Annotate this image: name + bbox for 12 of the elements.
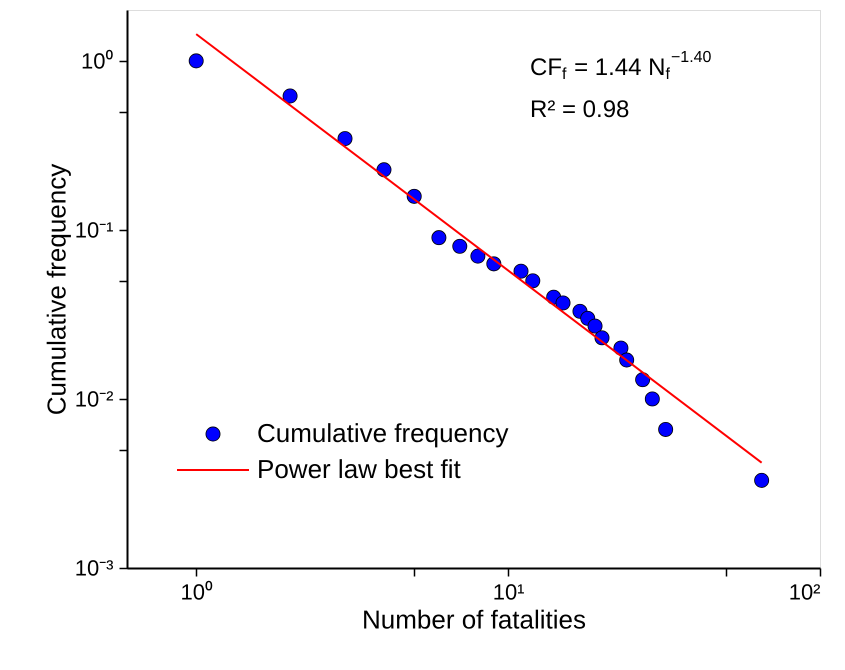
- x-tick-label: 10¹: [492, 580, 524, 604]
- legend-label: Power law best fit: [257, 454, 462, 484]
- x-tick-label: 10⁰: [180, 580, 213, 604]
- y-tick-label: 10⁻²: [74, 386, 114, 412]
- legend-label: Cumulative frequency: [257, 418, 508, 448]
- y-tick-label: 10⁻³: [74, 556, 114, 580]
- annotation: R² = 0.98: [530, 96, 630, 123]
- y-tick-label: 10⁻¹: [74, 217, 114, 242]
- x-axis-title: Number of fatalities: [362, 604, 586, 634]
- x-tick-label: 10²: [788, 580, 820, 604]
- y-tick-label: 10⁰: [81, 48, 114, 74]
- y-axis-title: Cumulative frequency: [42, 164, 72, 416]
